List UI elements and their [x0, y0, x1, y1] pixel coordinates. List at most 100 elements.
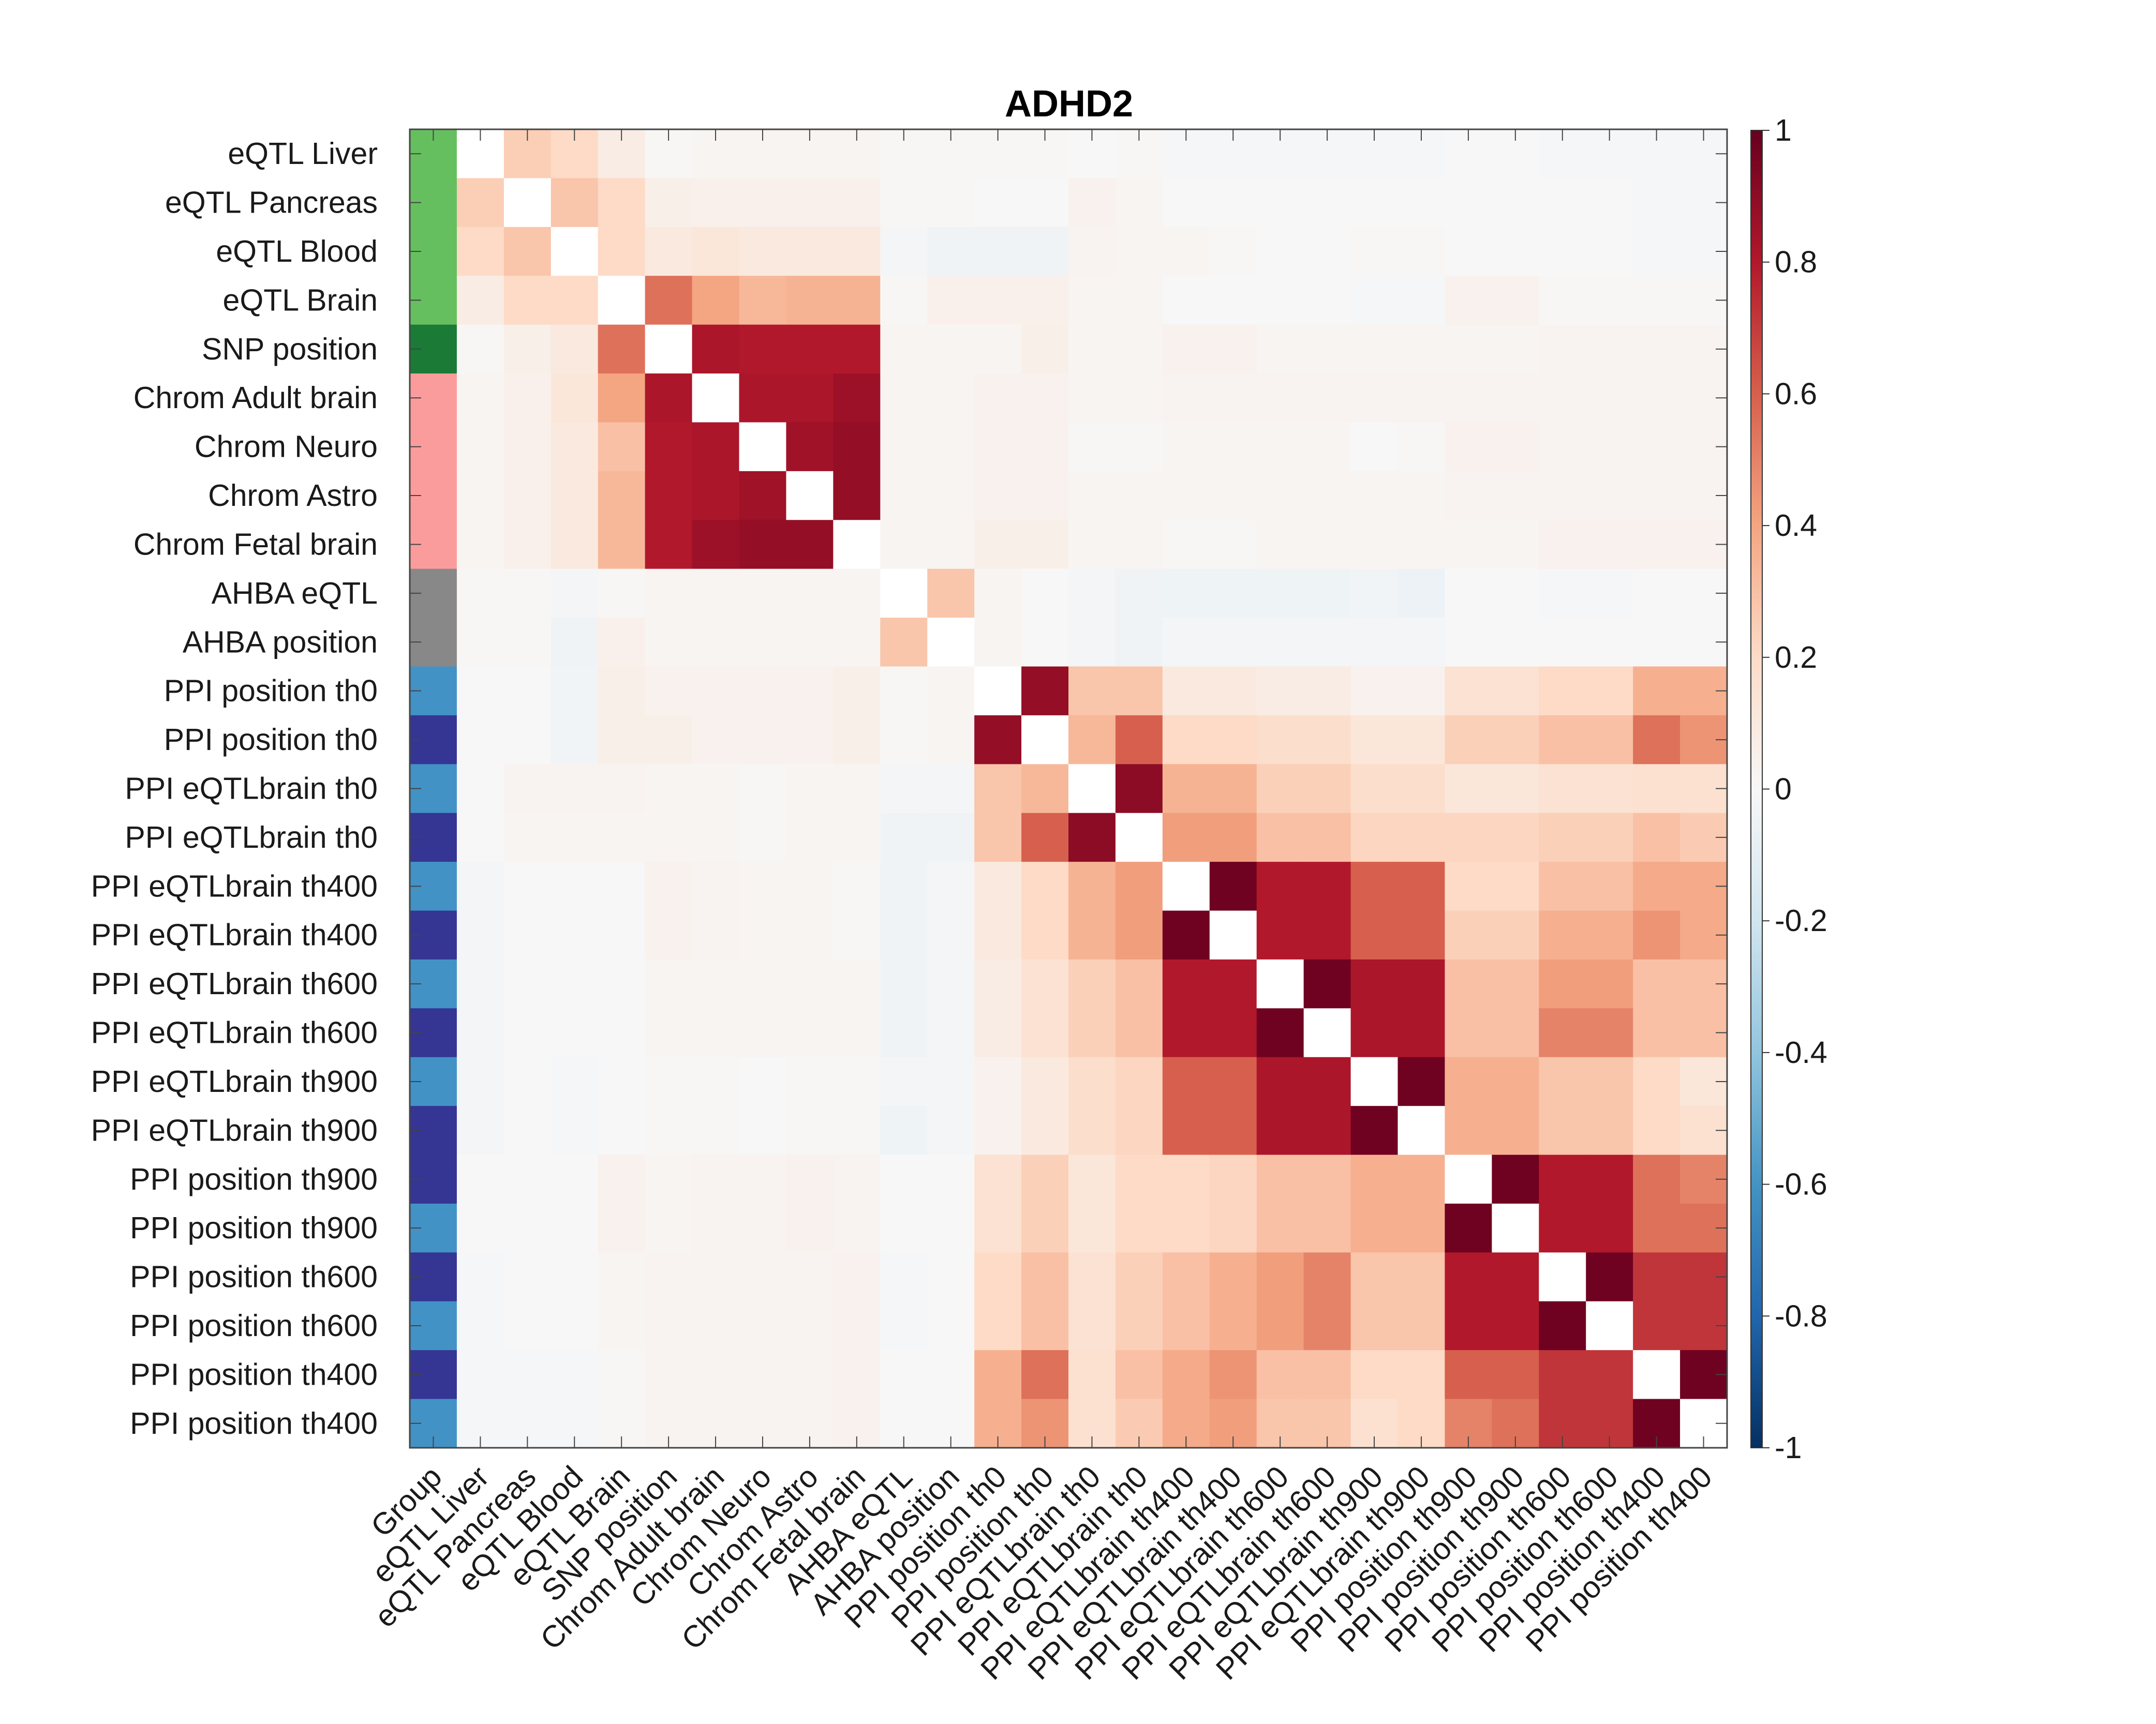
heatmap-cell: [1068, 520, 1116, 569]
heatmap-cell: [1492, 1155, 1539, 1204]
heatmap-cell: [1445, 178, 1492, 228]
heatmap-cell: [645, 1350, 693, 1400]
y-tick-label: PPI eQTLbrain th600: [91, 1016, 378, 1050]
heatmap-cell: [1445, 1155, 1492, 1204]
colorbar-gradient: [1750, 130, 1763, 1448]
heatmap-cell: [692, 324, 740, 374]
heatmap-cell: [833, 373, 881, 423]
heatmap-cell: [974, 276, 1022, 325]
y-tick-label: eQTL Liver: [228, 137, 378, 171]
heatmap-cell: [880, 1155, 928, 1204]
heatmap-cell: [692, 618, 740, 667]
heatmap-cell: [551, 666, 599, 716]
heatmap-cell: [1021, 1008, 1069, 1058]
heatmap-cell: [456, 568, 504, 618]
heatmap-cell: [1492, 178, 1539, 228]
heatmap-cell: [551, 959, 599, 1009]
y-tick-label: SNP position: [202, 332, 378, 366]
heatmap-cell: [1115, 1057, 1163, 1106]
heatmap-cell: [833, 276, 881, 325]
heatmap-cell: [1068, 813, 1116, 862]
heatmap-cell: [1162, 1057, 1210, 1106]
heatmap-cell: [1021, 715, 1069, 764]
heatmap-cell: [1397, 959, 1446, 1009]
heatmap-cell: [880, 324, 928, 374]
heatmap-cell: [880, 276, 928, 325]
heatmap-cell: [1350, 1106, 1399, 1156]
heatmap-cell: [551, 1203, 599, 1253]
heatmap-cell: [645, 1008, 693, 1058]
heatmap-cell: [833, 1057, 881, 1106]
heatmap-cell: [927, 471, 975, 520]
heatmap-cell: [598, 862, 646, 911]
heatmap-cell: [1492, 862, 1539, 911]
heatmap-cell: [974, 910, 1022, 960]
heatmap-cell: [1445, 715, 1492, 764]
heatmap-cell: [1586, 422, 1633, 472]
heatmap-cell: [1397, 618, 1446, 667]
heatmap-cell: [1021, 618, 1069, 667]
heatmap-cell: [739, 1106, 787, 1156]
heatmap-cell: [645, 618, 693, 667]
heatmap-cell: [1397, 324, 1446, 374]
heatmap-cell: [786, 959, 834, 1009]
heatmap-cell: [1350, 422, 1399, 472]
heatmap-cell: [645, 764, 693, 814]
heatmap-cell: [1162, 764, 1210, 814]
heatmap-cell: [974, 764, 1022, 814]
heatmap-cell: [503, 1106, 552, 1156]
heatmap-cell: [456, 910, 504, 960]
heatmap-cell: [974, 1057, 1022, 1106]
heatmap-cell: [739, 422, 787, 472]
heatmap-cell: [456, 862, 504, 911]
heatmap-cell: [456, 1008, 504, 1058]
heatmap-cell: [974, 1155, 1022, 1204]
heatmap-cell: [598, 1008, 646, 1058]
heatmap-cell: [1633, 1057, 1681, 1106]
heatmap-cell: [1445, 1057, 1492, 1106]
heatmap-cell: [786, 1155, 834, 1204]
heatmap-cell: [503, 1203, 552, 1253]
heatmap-cell: [974, 959, 1022, 1009]
heatmap-cell: [739, 618, 787, 667]
heatmap-cell: [1303, 1301, 1351, 1351]
heatmap-cell: [1068, 666, 1116, 716]
heatmap-cell: [1115, 568, 1163, 618]
heatmap-cell: [1539, 813, 1586, 862]
heatmap-cell: [1397, 666, 1446, 716]
heatmap-cell: [1492, 1350, 1539, 1400]
heatmap-cell: [645, 1057, 693, 1106]
heatmap-cell: [1539, 618, 1586, 667]
heatmap-cell: [1586, 1155, 1633, 1204]
heatmap-cell: [1256, 227, 1304, 276]
heatmap-cell: [645, 178, 693, 228]
heatmap-cell: [1115, 618, 1163, 667]
heatmap-cell: [1162, 1008, 1210, 1058]
heatmap-cell: [551, 373, 599, 423]
colorbar-tick-label: -0.2: [1775, 904, 1827, 938]
heatmap-cell: [833, 520, 881, 569]
heatmap-cell: [974, 813, 1022, 862]
heatmap-cell: [786, 618, 834, 667]
heatmap-cell: [645, 1252, 693, 1302]
heatmap-cell: [503, 227, 552, 276]
heatmap-cell: [786, 227, 834, 276]
heatmap-cell: [927, 568, 975, 618]
heatmap-cell: [1633, 618, 1681, 667]
heatmap-cell: [880, 1008, 928, 1058]
heatmap-cell: [927, 520, 975, 569]
heatmap-cell: [1209, 324, 1257, 374]
heatmap-cell: [1068, 568, 1116, 618]
heatmap-cell: [598, 276, 646, 325]
heatmap-cell: [1303, 1252, 1351, 1302]
heatmap-cell: [1539, 666, 1586, 716]
heatmap-cell: [1492, 422, 1539, 472]
heatmap-cell: [1445, 1008, 1492, 1058]
heatmap-cell: [974, 520, 1022, 569]
heatmap-cell: [1021, 764, 1069, 814]
heatmap-cell: [1397, 471, 1446, 520]
heatmap-cell: [1350, 1155, 1399, 1204]
colorbar-tick-label: -0.4: [1775, 1036, 1827, 1070]
heatmap-cell: [1209, 959, 1257, 1009]
heatmap-cell: [1256, 910, 1304, 960]
